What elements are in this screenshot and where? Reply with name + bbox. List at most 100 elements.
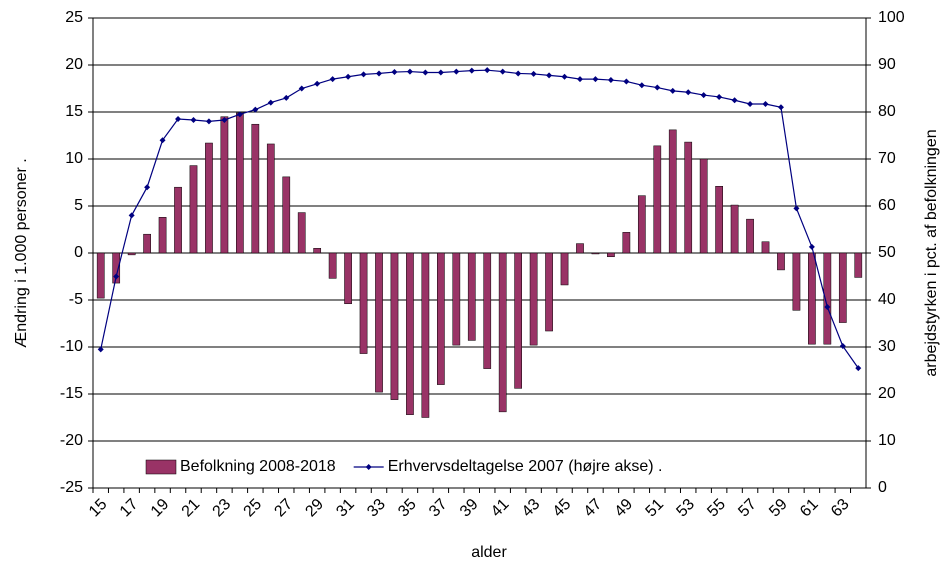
legend-label: Befolkning 2008-2018 bbox=[180, 458, 336, 475]
marker bbox=[205, 118, 212, 125]
marker bbox=[592, 76, 599, 83]
bar bbox=[313, 248, 322, 254]
x-tick-label: 37 bbox=[426, 496, 451, 521]
x-tick-label: 55 bbox=[704, 496, 729, 521]
marker bbox=[190, 116, 197, 123]
bar bbox=[545, 252, 553, 332]
bar bbox=[143, 233, 151, 254]
marker bbox=[576, 76, 583, 83]
bar bbox=[607, 252, 615, 258]
y2-tick-label: 20 bbox=[878, 385, 896, 402]
marker bbox=[329, 76, 336, 83]
x-tick-label: 41 bbox=[488, 496, 513, 521]
marker bbox=[731, 97, 738, 104]
x-tick-label: 29 bbox=[302, 496, 327, 521]
y2-tick-label: 50 bbox=[878, 244, 896, 261]
x-axis-label: alder bbox=[471, 544, 507, 561]
bar bbox=[792, 252, 801, 311]
y-axis-label: Ændring i 1.000 personer . bbox=[13, 158, 30, 347]
marker bbox=[762, 101, 769, 108]
marker bbox=[607, 77, 614, 84]
bar bbox=[514, 252, 522, 389]
marker bbox=[468, 67, 475, 74]
bar bbox=[406, 252, 414, 415]
bar bbox=[421, 252, 430, 418]
marker bbox=[484, 67, 491, 74]
bar bbox=[591, 252, 600, 255]
bar bbox=[390, 252, 399, 400]
y-tick-label: -10 bbox=[60, 338, 83, 355]
x-tick-label: 17 bbox=[117, 496, 142, 521]
x-tick-label: 57 bbox=[735, 496, 760, 521]
bar bbox=[344, 252, 352, 305]
bar bbox=[715, 186, 723, 254]
bar bbox=[359, 252, 368, 354]
bar bbox=[777, 252, 785, 271]
x-tick-label: 19 bbox=[148, 496, 173, 521]
y-tick-label: -15 bbox=[60, 385, 83, 402]
marker bbox=[499, 68, 506, 75]
bar bbox=[498, 252, 507, 413]
marker bbox=[546, 72, 553, 79]
y-tick-label: 15 bbox=[65, 103, 83, 120]
y2-axis-label: arbejdstyrken i pct. af befolkningen bbox=[923, 129, 940, 376]
x-tick-label: 15 bbox=[86, 496, 111, 521]
marker bbox=[345, 73, 352, 80]
bar bbox=[158, 217, 167, 254]
bar bbox=[467, 252, 476, 341]
x-tick-label: 51 bbox=[642, 496, 667, 521]
bar bbox=[328, 252, 337, 279]
marker bbox=[236, 111, 243, 118]
marker bbox=[669, 87, 676, 94]
y-tick-label: -5 bbox=[69, 291, 83, 308]
bar bbox=[437, 252, 445, 385]
bar bbox=[668, 129, 677, 254]
marker bbox=[793, 205, 800, 212]
bar bbox=[297, 212, 306, 254]
marker bbox=[144, 184, 151, 191]
y-tick-label: 10 bbox=[65, 150, 83, 167]
marker bbox=[808, 243, 815, 250]
x-tick-label: 49 bbox=[612, 496, 637, 521]
bar bbox=[637, 195, 646, 254]
bar bbox=[576, 243, 584, 254]
bar bbox=[622, 232, 631, 254]
legend-swatch bbox=[145, 459, 177, 475]
x-tick-label: 53 bbox=[673, 496, 698, 521]
x-tick-label: 61 bbox=[797, 496, 822, 521]
x-tick-label: 43 bbox=[519, 496, 544, 521]
bar bbox=[251, 123, 260, 254]
x-tick-label: 39 bbox=[457, 496, 482, 521]
x-tick-label: 23 bbox=[210, 496, 235, 521]
y2-tick-label: 10 bbox=[878, 432, 896, 449]
marker bbox=[298, 85, 305, 92]
y2-tick-label: 80 bbox=[878, 103, 896, 120]
bar bbox=[529, 252, 538, 346]
marker bbox=[252, 106, 259, 113]
bar bbox=[483, 252, 492, 369]
marker bbox=[685, 89, 692, 96]
marker bbox=[824, 304, 831, 311]
y2-tick-label: 30 bbox=[878, 338, 896, 355]
bar bbox=[823, 252, 832, 345]
marker bbox=[159, 137, 166, 144]
bar bbox=[838, 252, 847, 323]
y2-tick-label: 60 bbox=[878, 197, 896, 214]
bar bbox=[699, 158, 708, 254]
y2-tick-label: 0 bbox=[878, 479, 887, 496]
bar bbox=[220, 116, 229, 254]
legend: Befolkning 2008-2018 Erhvervsdeltagelse 2… bbox=[140, 453, 673, 481]
line bbox=[100, 69, 859, 369]
bar bbox=[174, 186, 182, 254]
marker bbox=[747, 101, 754, 108]
x-tick-label: 59 bbox=[766, 496, 791, 521]
marker bbox=[406, 68, 413, 75]
marker bbox=[283, 94, 290, 101]
y-tick-label: 20 bbox=[65, 56, 83, 73]
marker bbox=[855, 365, 862, 372]
marker bbox=[391, 69, 398, 76]
bar bbox=[236, 112, 244, 254]
bar bbox=[282, 176, 291, 254]
x-tick-label: 31 bbox=[333, 496, 358, 521]
